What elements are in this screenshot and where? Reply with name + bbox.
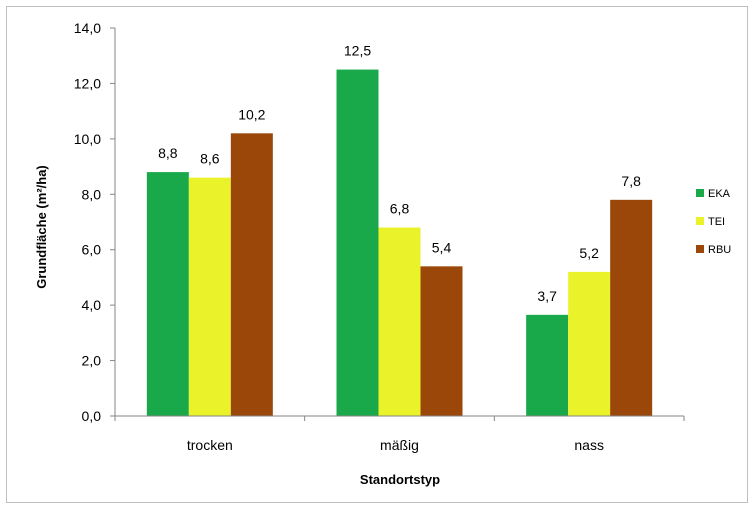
legend-label: EKA (708, 188, 731, 200)
y-tick-label: 12,0 (74, 75, 101, 91)
legend: EKA TEI RBU (696, 188, 731, 256)
x-tick-label: trocken (187, 437, 233, 453)
data-label: 5,4 (432, 239, 452, 255)
data-label: 12,5 (344, 43, 371, 59)
bar-rbu-0 (230, 133, 273, 417)
legend-label: RBU (708, 244, 731, 256)
x-axis-title: Standortstyp (360, 472, 440, 487)
bar-eka-1 (336, 69, 379, 417)
data-labels: 8,8 8,6 10,2 12,5 6,8 5,4 3,7 5,2 7,8 (158, 43, 641, 304)
legend-swatch-rbu (696, 245, 704, 253)
bar-tei-1 (378, 227, 421, 416)
data-label: 8,8 (158, 145, 178, 161)
legend-swatch-eka (696, 189, 704, 197)
bar-rbu-1 (420, 266, 463, 416)
legend-swatch-tei (696, 217, 704, 225)
y-tick-label: 10,0 (74, 131, 101, 147)
x-axis-ticks: trocken mäßig nass (114, 416, 685, 453)
data-label: 10,2 (238, 106, 265, 122)
bar-eka-2 (526, 314, 569, 416)
bars (146, 69, 653, 417)
data-label: 7,8 (621, 173, 641, 189)
x-tick-label: nass (574, 437, 604, 453)
bar-eka-0 (146, 172, 189, 416)
data-label: 5,2 (579, 245, 599, 261)
y-tick-label: 4,0 (82, 297, 102, 313)
bar-rbu-2 (610, 199, 653, 416)
y-axis-ticks: 0,0 2,0 4,0 6,0 8,0 10,0 12,0 14,0 (74, 20, 115, 424)
y-tick-label: 14,0 (74, 20, 101, 36)
y-tick-label: 8,0 (82, 186, 102, 202)
y-tick-label: 2,0 (82, 353, 102, 369)
y-axis-title: Grundfläche (m²/ha) (34, 165, 49, 289)
x-tick-label: mäßig (380, 437, 419, 453)
data-label: 8,6 (200, 151, 220, 167)
bar-tei-0 (188, 177, 231, 416)
bar-tei-2 (568, 271, 611, 416)
legend-label: TEI (708, 216, 725, 228)
data-label: 6,8 (390, 201, 410, 217)
data-label: 3,7 (537, 288, 557, 304)
y-tick-label: 6,0 (82, 242, 102, 258)
y-tick-label: 0,0 (82, 408, 102, 424)
